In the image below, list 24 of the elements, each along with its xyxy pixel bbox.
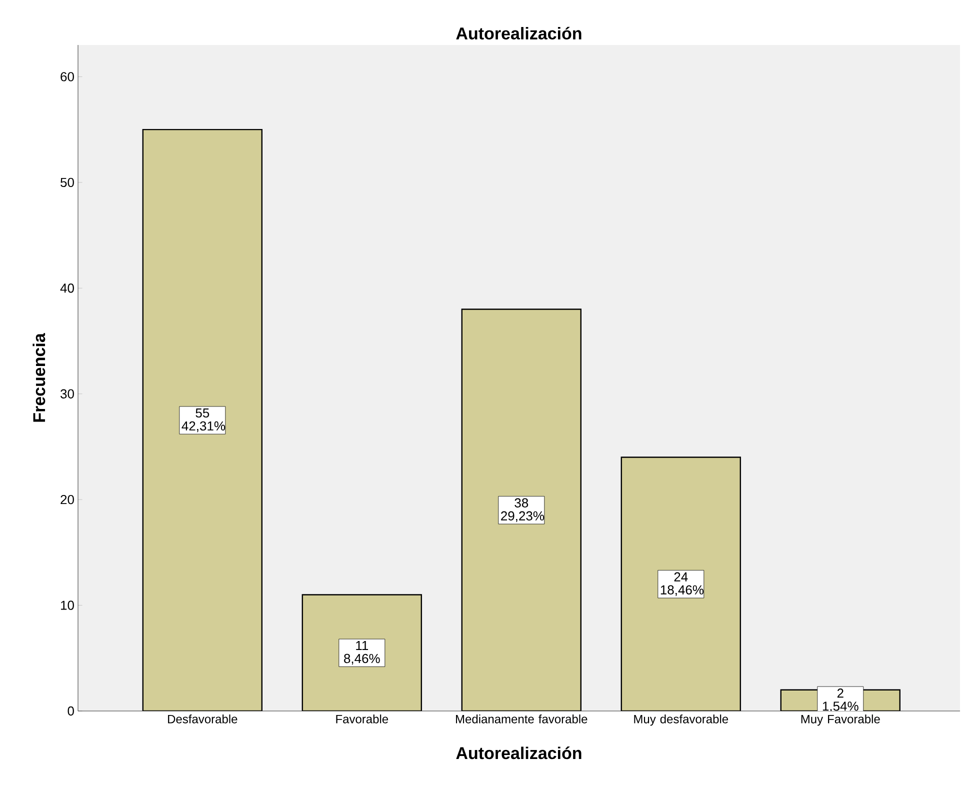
data-label: 38 29,23% (501, 498, 544, 522)
bar (461, 308, 582, 711)
chart-title: Autorealización (456, 26, 582, 40)
data-label: 24 18,46% (660, 572, 704, 596)
bar (302, 594, 422, 711)
y-tick-label: 40 (60, 284, 74, 293)
y-axis-title: Frecuencia (32, 333, 46, 422)
y-tick-label: 50 (60, 178, 74, 188)
y-tick-label: 10 (61, 600, 74, 610)
data-label: 55 42,31% (182, 408, 226, 432)
bar (142, 128, 263, 711)
x-axis-title: Autorealización (456, 746, 582, 760)
x-tick-label: Muy Favorable (801, 714, 880, 726)
data-label: 11 8,46% (344, 641, 380, 665)
data-label: 2 1,54% (822, 688, 858, 712)
y-tick-label: 0 (68, 706, 74, 716)
x-tick-label: Desfavorable (168, 714, 238, 724)
y-tick-label: 20 (60, 494, 74, 504)
x-tick-label: Favorable (336, 714, 388, 724)
y-tick-label: 30 (60, 389, 74, 398)
y-tick-label: 60 (60, 72, 74, 82)
bar (620, 456, 741, 711)
x-tick-label: Medianamente favorable (456, 714, 588, 724)
x-tick-label: Muy desfavorable (634, 714, 728, 726)
